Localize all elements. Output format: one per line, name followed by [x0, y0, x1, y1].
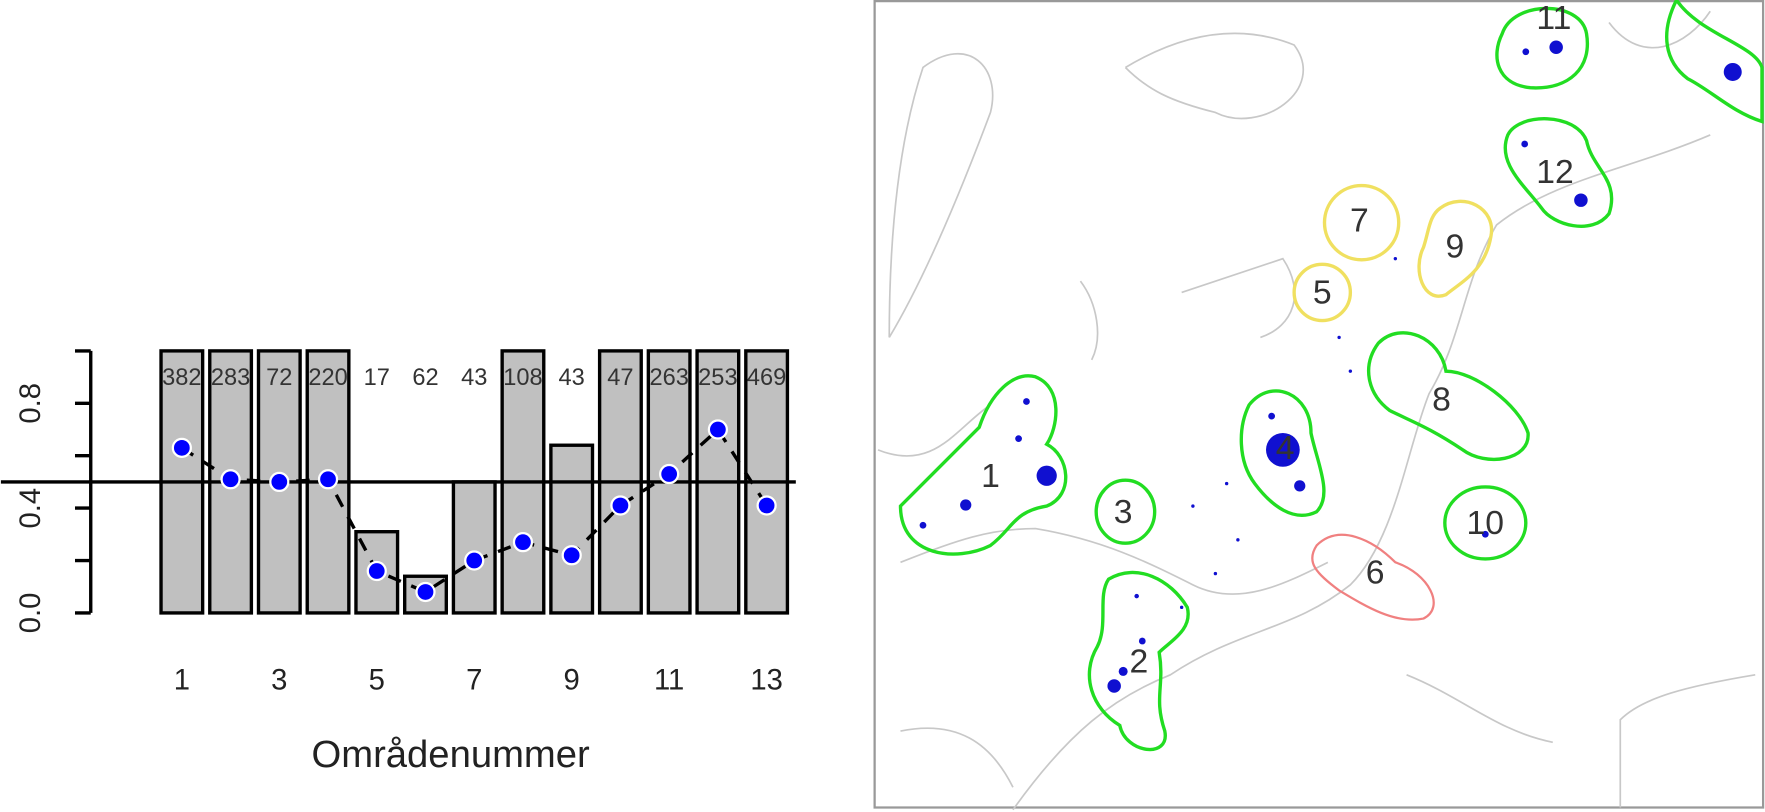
- count-label: 283: [211, 365, 250, 391]
- point: [756, 495, 777, 516]
- region-label: 2: [1130, 642, 1149, 680]
- region-outlines: [1292, 183, 1494, 323]
- point: [269, 471, 290, 493]
- count-label: 263: [649, 365, 688, 391]
- plot-area: 382 283 72 220 17 62 43 108 43 47 263 253 469: [0, 349, 796, 615]
- count-label: 17: [364, 365, 390, 391]
- sample-dots: [919, 40, 1742, 693]
- count-label: 43: [559, 365, 585, 391]
- count-label: 382: [162, 365, 201, 391]
- bar: [451, 480, 497, 615]
- region-label: 6: [1366, 554, 1385, 592]
- x-tick-label: 3: [271, 664, 287, 696]
- region-label: 4: [1276, 429, 1295, 467]
- point: [512, 532, 534, 553]
- x-tick-label: 11: [654, 664, 684, 696]
- point: [366, 560, 387, 582]
- bar: [549, 443, 595, 615]
- count-label: 72: [266, 365, 292, 391]
- region-outlines: [898, 0, 1764, 752]
- x-tick-label: 7: [466, 664, 482, 696]
- x-tick-label: 1: [174, 664, 190, 696]
- point: [561, 545, 582, 566]
- x-tick-label: 5: [369, 664, 385, 696]
- region-label: 7: [1350, 202, 1369, 240]
- map-frame: [873, 0, 1765, 809]
- region-outline: [1311, 533, 1435, 621]
- y-tick-label: 0.8: [15, 383, 47, 424]
- point: [659, 463, 680, 485]
- point: [317, 469, 339, 490]
- map-panel: 1 2 3 4 5 6 7 8 9 10 11 12: [873, 0, 1765, 811]
- bar-chart: 382 283 72 220 17 62 43 108 43 47 263 253 4690.00.40…: [0, 349, 796, 696]
- count-label: 62: [412, 365, 438, 391]
- region-label: 8: [1432, 380, 1451, 418]
- point: [220, 469, 241, 490]
- region-label: 3: [1114, 493, 1133, 531]
- count-label: 253: [698, 365, 737, 391]
- region-label: 11: [1536, 0, 1571, 37]
- coastline: [900, 10, 1711, 788]
- point: [171, 437, 192, 458]
- region-label: 10: [1467, 504, 1505, 542]
- x-axis-label: Områdenummer: [312, 733, 590, 776]
- count-label: 43: [461, 365, 487, 391]
- point: [707, 419, 729, 440]
- point: [464, 550, 485, 571]
- region-label: 5: [1313, 274, 1332, 312]
- region-label: 12: [1536, 153, 1574, 191]
- region-label: 9: [1446, 227, 1465, 265]
- count-label: 220: [308, 365, 347, 391]
- count-label: 469: [747, 365, 786, 391]
- region-label: 1: [981, 457, 1000, 495]
- coastline: [877, 32, 1756, 811]
- count-label: 47: [607, 365, 633, 391]
- y-tick-label: 0.4: [15, 488, 47, 529]
- x-tick-label: 9: [564, 664, 580, 696]
- x-tick-label: 13: [750, 664, 783, 696]
- point: [415, 581, 436, 603]
- count-label: 108: [503, 365, 542, 391]
- point: [610, 495, 631, 516]
- y-tick-label: 0.0: [15, 593, 47, 634]
